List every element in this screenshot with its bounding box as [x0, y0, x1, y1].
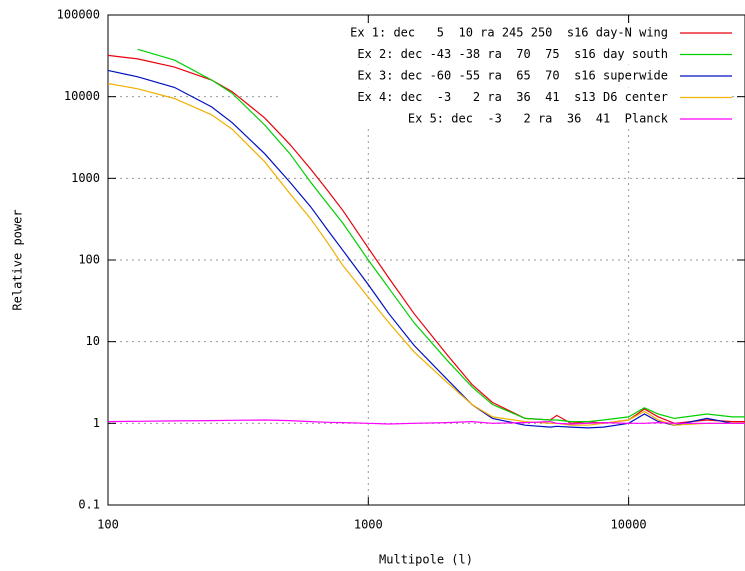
y-tick-label: 100	[78, 253, 100, 267]
legend-label: Ex 5: dec -3 2 ra 36 41 Planck	[408, 112, 669, 126]
legend-label: Ex 1: dec 5 10 ra 245 250 s16 day-N wing	[350, 26, 668, 40]
legend-bg	[278, 23, 728, 43]
y-tick-label: 10000	[64, 89, 100, 103]
y-tick-label: 10	[86, 334, 100, 348]
legend-bg	[278, 44, 728, 65]
y-tick-label: 1	[93, 416, 100, 430]
x-tick-label: 100	[97, 518, 119, 532]
x-tick-label: 1000	[354, 518, 383, 532]
y-axis-label: Relative power	[11, 209, 25, 310]
legend-label: Ex 4: dec -3 2 ra 36 41 s13 D6 center	[357, 90, 668, 104]
legend-bg	[278, 87, 728, 108]
series-line	[137, 48, 745, 423]
x-tick-label: 10000	[611, 518, 647, 532]
plot-frame	[107, 14, 745, 506]
legend-bg	[278, 66, 728, 86]
y-tick-label: 1000	[71, 171, 100, 185]
series-line	[107, 54, 745, 424]
series-line	[107, 82, 745, 426]
y-tick-label: 100000	[57, 8, 100, 22]
series-line	[107, 419, 745, 425]
legend-label: Ex 2: dec -43 -38 ra 70 75 s16 day south	[357, 47, 668, 61]
legend-bg	[278, 109, 728, 129]
x-axis-label: Multipole (l)	[379, 553, 473, 567]
y-tick-label: 0.1	[78, 498, 100, 512]
legend-label: Ex 3: dec -60 -55 ra 65 70 s16 superwide	[357, 69, 668, 83]
